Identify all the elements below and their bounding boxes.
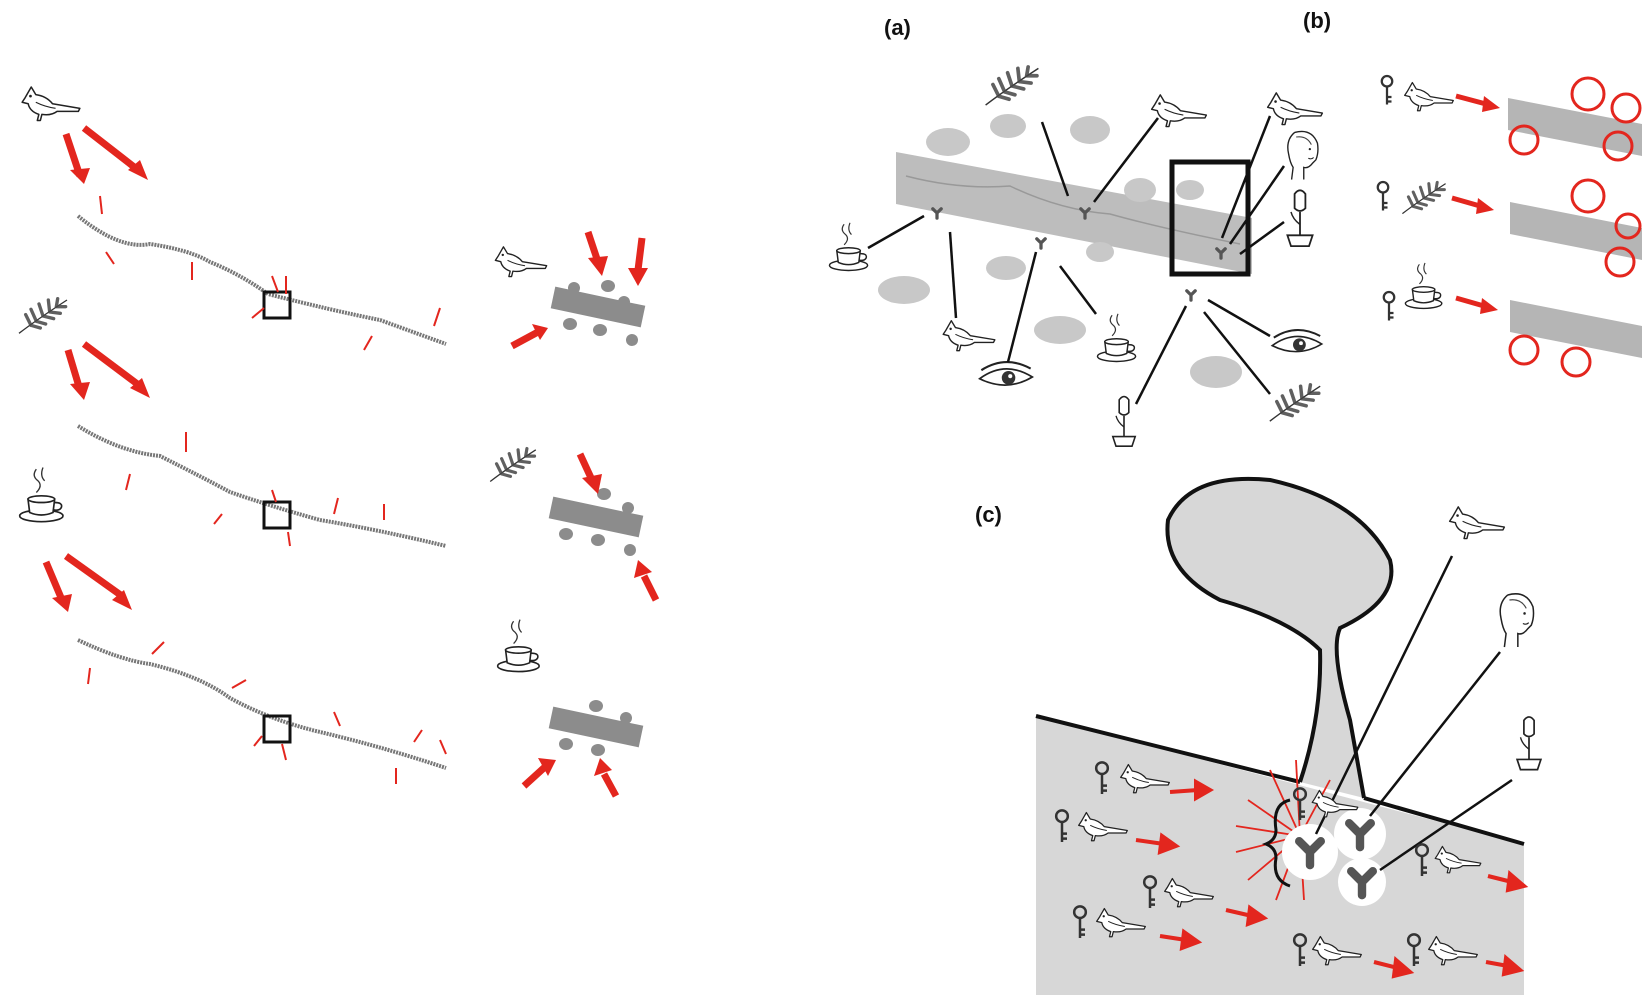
dendrite-outline xyxy=(1035,714,1525,846)
key-icon xyxy=(1382,290,1396,322)
dendrite-segment xyxy=(548,700,644,756)
red-activation-rings xyxy=(1570,178,1642,278)
coffee-cup-icon xyxy=(1404,262,1443,310)
red-arrow xyxy=(600,772,620,798)
dendrite-branch xyxy=(77,638,447,770)
red-arrow-head xyxy=(532,324,548,340)
bird-icon xyxy=(1266,92,1324,126)
black-arrows xyxy=(1314,555,1513,872)
red-arrow-head xyxy=(588,256,608,276)
red-arrow-head xyxy=(1480,298,1498,314)
panel-label-b: (b) xyxy=(1303,8,1331,33)
highlight-box xyxy=(262,500,292,530)
red-arrow xyxy=(576,452,596,482)
receptor-icon xyxy=(1185,289,1197,302)
bird-icon xyxy=(1404,81,1454,112)
panel-b-row xyxy=(1380,74,1642,162)
red-arrow xyxy=(62,132,84,178)
red-arrow-head xyxy=(112,590,132,610)
bird-icon xyxy=(21,86,81,122)
panel-a xyxy=(828,64,1324,448)
black-arrows xyxy=(867,115,1286,405)
panel-b-row xyxy=(1382,262,1642,378)
red-activation-rings xyxy=(1508,76,1642,162)
small-red-arrows xyxy=(1135,778,1529,979)
red-arrow-head xyxy=(628,268,648,286)
dendrite-segment xyxy=(548,488,644,556)
red-arrow xyxy=(1455,295,1485,309)
red-arrow-head xyxy=(594,758,612,776)
red-arrow xyxy=(510,328,540,350)
dendritic-spines xyxy=(878,114,1242,388)
dendrite-segment xyxy=(1510,300,1642,358)
red-arrow xyxy=(1451,195,1481,209)
dendrite-segment xyxy=(1510,202,1642,260)
red-activation-rings xyxy=(1508,334,1592,378)
panel-label-c: (c) xyxy=(975,502,1002,527)
highlight-box xyxy=(262,714,292,744)
red-arrow-head xyxy=(1482,96,1500,112)
segment-closeups xyxy=(488,230,660,798)
small-red-arrows xyxy=(87,195,447,784)
plant-leaf-icon xyxy=(1400,180,1448,216)
face-icon xyxy=(1287,130,1319,181)
red-arrow xyxy=(81,125,141,173)
dendrite-branch xyxy=(76,214,447,346)
red-arrow xyxy=(81,341,143,389)
bird-icon xyxy=(494,246,548,278)
red-arrow-head xyxy=(634,560,652,578)
red-arrow-head xyxy=(70,168,90,184)
coffee-cup-icon xyxy=(496,618,541,673)
tulip-icon xyxy=(1111,395,1137,448)
red-arrow-head xyxy=(538,758,556,776)
bird-icon xyxy=(942,319,996,352)
plant-leaf-icon xyxy=(488,446,538,484)
tulip-icon xyxy=(1516,716,1542,771)
red-arrow xyxy=(1455,93,1487,107)
eye-icon xyxy=(1271,328,1323,353)
red-arrow-head xyxy=(128,160,148,180)
dendrite-shaft xyxy=(896,152,1252,274)
red-arrow xyxy=(42,560,66,602)
red-arrow xyxy=(640,574,660,602)
plant-leaf-icon xyxy=(983,64,1041,108)
left-dendrite-rows xyxy=(17,86,447,784)
bird-icon xyxy=(1448,506,1506,540)
dendrite-branch xyxy=(76,424,447,548)
face-icon xyxy=(1499,592,1535,648)
receptor-icon xyxy=(1035,237,1047,250)
coffee-cup-icon xyxy=(18,466,64,523)
coffee-cup-icon xyxy=(1096,312,1137,363)
panel-c xyxy=(1035,476,1542,995)
plant-leaf-icon xyxy=(17,296,69,336)
red-arrow-head xyxy=(70,382,90,400)
spine-head xyxy=(1165,476,1394,799)
dendrite-segment xyxy=(550,280,646,346)
panel-b-row xyxy=(1376,178,1642,278)
red-arrow-head xyxy=(52,594,72,612)
tulip-icon xyxy=(1286,189,1314,248)
key-icon xyxy=(1376,180,1390,212)
panel-label-a: (a) xyxy=(884,15,911,40)
red-arrow xyxy=(634,237,646,271)
red-arrow xyxy=(521,763,549,789)
plant-leaf-icon xyxy=(1267,382,1323,424)
bird-icon xyxy=(1150,94,1208,128)
key-icon xyxy=(1380,74,1394,106)
dendrite-background xyxy=(1036,716,1524,995)
panel-b xyxy=(1376,74,1642,378)
eye-icon xyxy=(978,361,1034,387)
red-arrow xyxy=(584,230,602,264)
red-arrow-head xyxy=(582,474,602,494)
red-arrow-head xyxy=(1476,198,1494,214)
coffee-cup-icon xyxy=(828,221,869,272)
red-arrow-head xyxy=(130,378,150,398)
dendrite-segment xyxy=(1508,98,1642,156)
red-arrow xyxy=(63,553,125,599)
brace xyxy=(1261,798,1291,888)
